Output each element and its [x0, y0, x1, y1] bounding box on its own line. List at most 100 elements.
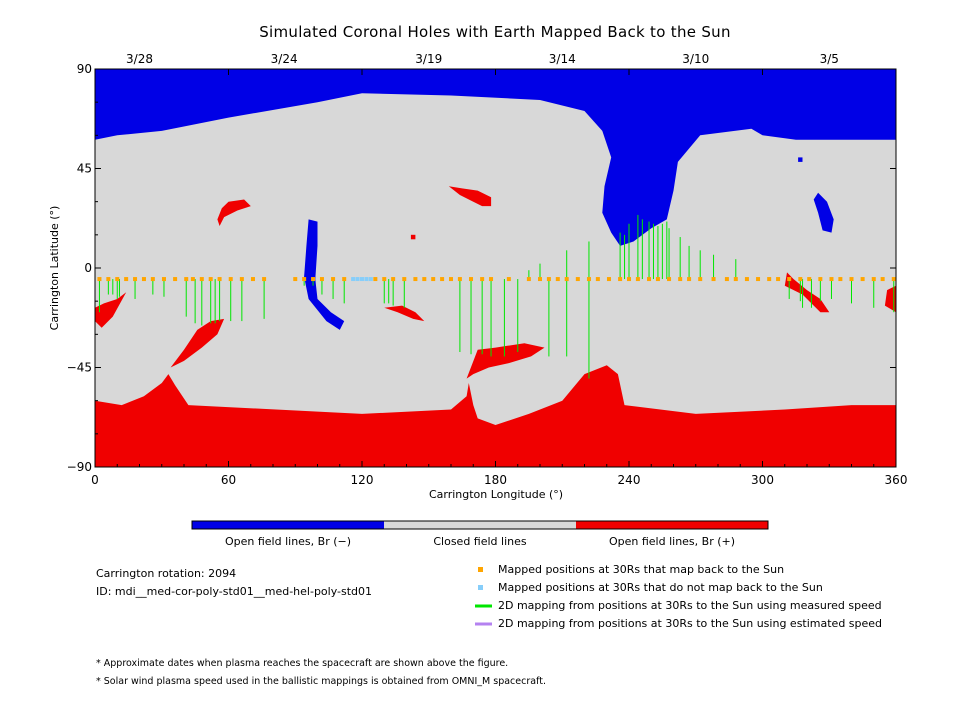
open-field-region-negative-13 — [798, 157, 803, 162]
mapped-position-ok — [469, 277, 474, 282]
mapped-position-ok — [575, 277, 580, 282]
x-tick-label: 180 — [484, 473, 507, 487]
mapped-position-ok — [250, 277, 255, 282]
open-field-region-positive-9 — [384, 305, 425, 322]
mapped-position-ok — [687, 277, 692, 282]
legend-marker-mapped_ok — [478, 567, 483, 572]
colorbar: Open field lines, Br (−) Closed field lin… — [191, 520, 769, 548]
mapped-position-ok — [342, 277, 347, 282]
open-field-region-negative-1 — [304, 219, 345, 330]
mapped-position-ok — [391, 277, 396, 282]
mapped-position-ok — [891, 277, 896, 282]
date-tick-label: 3/28 — [126, 52, 153, 66]
open-field-region-positive-12 — [410, 234, 416, 240]
footnote-dates: * Approximate dates when plasma reaches … — [96, 658, 508, 669]
colorbar-segment-open_negative — [192, 521, 384, 529]
mapped-positions — [97, 277, 896, 282]
open-field-region-positive-3 — [95, 365, 896, 467]
y-axis: −90 −45 0 45 90 — [67, 62, 896, 474]
open-field-region-positive-10 — [784, 272, 830, 313]
mapped-position-ok — [293, 277, 298, 282]
mapped-position-ok — [733, 277, 738, 282]
mapped-position-ok — [124, 277, 129, 282]
mapped-position-ok — [311, 277, 316, 282]
mapped-position-ok — [199, 277, 204, 282]
mapped-position-ok — [635, 277, 640, 282]
colorbar-frame — [191, 520, 769, 530]
x-tick-label: 240 — [618, 473, 641, 487]
mapped-position-ok — [526, 277, 531, 282]
date-tick-label: 3/24 — [271, 52, 298, 66]
mapped-position-ok — [402, 277, 407, 282]
mapped-position-ok — [173, 277, 178, 282]
plot-area — [94, 68, 897, 468]
mapped-position-ok — [647, 277, 652, 282]
legend-label-estimated: 2D mapping from positions at 30Rs to the… — [498, 617, 882, 630]
footnote-speed: * Solar wind plasma speed used in the ba… — [96, 676, 546, 687]
mapped-position-ok — [744, 277, 749, 282]
date-tick-label: 3/14 — [549, 52, 576, 66]
colorbar-label-open_negative: Open field lines, Br (−) — [225, 535, 351, 548]
colorbar-label-open_positive: Open field lines, Br (+) — [609, 535, 735, 548]
open-field-region-negative-0 — [95, 69, 896, 246]
colorbar-label-closed: Closed field lines — [433, 535, 527, 548]
mapped-position-ok — [829, 277, 834, 282]
mapped-position-ok — [228, 277, 233, 282]
mapped-position-ok — [849, 277, 854, 282]
mapped-position-ok — [190, 277, 195, 282]
date-axis: 3/28 3/24 3/19 3/14 3/10 3/5 — [126, 52, 839, 66]
chart-title: Simulated Coronal Holes with Earth Mappe… — [259, 23, 731, 41]
mapped-position-ok — [97, 277, 102, 282]
open-field-region-positive-11 — [884, 285, 896, 313]
mapped-position-ok — [555, 277, 560, 282]
open-field-region-positive-5 — [170, 318, 225, 368]
mapped-position-ok — [184, 277, 189, 282]
mapped-position-ok — [798, 277, 803, 282]
mapped-position-ok — [422, 277, 427, 282]
mapped-position-not — [355, 277, 360, 282]
y-tick-label: 90 — [77, 62, 92, 76]
x-tick-label: 60 — [221, 473, 236, 487]
y-tick-label: −45 — [67, 361, 92, 375]
mapped-position-ok — [880, 277, 885, 282]
mapped-position-ok — [776, 277, 781, 282]
x-tick-label: 0 — [91, 473, 99, 487]
mapped-position-ok — [413, 277, 418, 282]
mapped-position-ok — [262, 277, 267, 282]
mapped-position-ok — [698, 277, 703, 282]
x-axis-label: Carrington Longitude (°) — [429, 488, 563, 501]
mapped-position-ok — [302, 277, 307, 282]
mapped-position-ok — [331, 277, 336, 282]
mapped-position-ok — [217, 277, 222, 282]
open-field-region-positive-8 — [466, 343, 545, 379]
mapped-position-ok — [208, 277, 213, 282]
x-tick-label: 120 — [351, 473, 374, 487]
mapped-position-ok — [586, 277, 591, 282]
mapped-position-ok — [807, 277, 812, 282]
mapped-position-ok — [546, 277, 551, 282]
mapped-position-ok — [141, 277, 146, 282]
mapped-position-ok — [457, 277, 462, 282]
mapped-position-ok — [440, 277, 445, 282]
mapped-position-ok — [860, 277, 865, 282]
mapped-position-ok — [756, 277, 761, 282]
mapped-position-ok — [319, 277, 324, 282]
mapping-lines — [98, 214, 895, 379]
mapped-position-ok — [606, 277, 611, 282]
mapped-position-ok — [595, 277, 600, 282]
y-tick-label: 0 — [84, 261, 92, 275]
y-axis-label: Carrington Latitude (°) — [48, 206, 61, 331]
mapped-position-ok — [449, 277, 453, 282]
carrington-rotation-text: Carrington rotation: 2094 — [96, 567, 236, 580]
open-field-region-positive-4 — [95, 292, 127, 328]
mapped-position-ok — [564, 277, 569, 282]
mapped-position-ok — [161, 277, 166, 282]
mapped-position-ok — [382, 277, 387, 282]
mapped-position-ok — [239, 277, 244, 282]
model-id-text: ID: mdi__med-cor-poly-std01__med-hel-pol… — [96, 585, 372, 598]
colorbar-segment-closed — [384, 521, 576, 529]
open-field-region-positive-7 — [448, 186, 492, 207]
mapped-position-ok — [618, 277, 623, 282]
mapped-position-not — [351, 277, 356, 282]
